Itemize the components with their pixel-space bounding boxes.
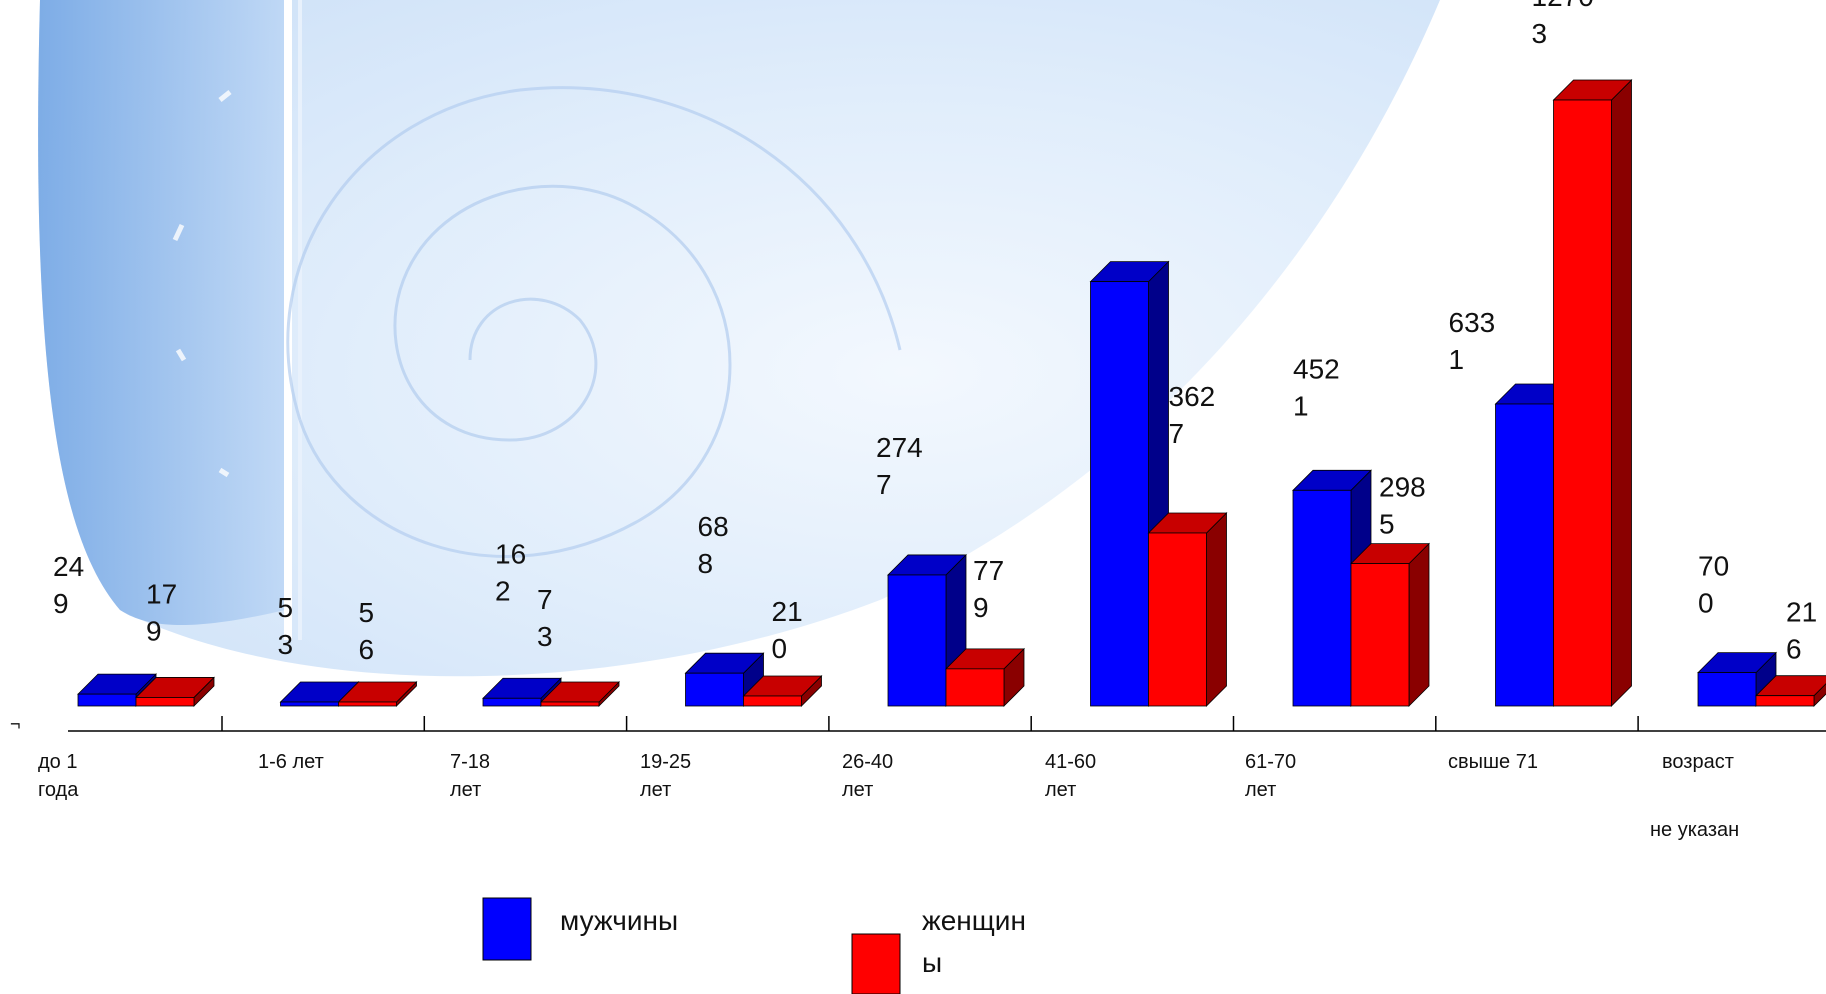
data-label-male: 68 8	[698, 511, 729, 579]
data-label-male: 16 2	[495, 538, 526, 606]
x-tick-label: 26-40 лет	[842, 751, 893, 801]
x-axis	[68, 716, 1826, 732]
bar-female	[945, 647, 1025, 707]
legend-item-male: мужчины	[482, 897, 678, 961]
bar-female	[540, 681, 620, 707]
legend-label: мужчины	[560, 905, 678, 936]
x-tick-label: 19-25 лет	[640, 751, 691, 801]
x-tick-label: 1-6 лет	[258, 751, 324, 773]
legend-swatch	[851, 933, 901, 994]
bar-female	[742, 675, 823, 707]
data-label-female: 298 5	[1379, 472, 1426, 540]
data-label-female: 21 6	[1786, 597, 1817, 665]
bar-female	[1552, 79, 1633, 707]
data-label-female: 77 9	[973, 555, 1004, 623]
data-label-male: 274 7	[876, 432, 923, 500]
legend-item-female: женщин ы	[851, 905, 1026, 994]
bar-male	[1697, 651, 1777, 707]
bar-female	[1350, 542, 1430, 707]
legend: мужчины женщин ы	[482, 897, 1026, 994]
bar-female	[337, 681, 418, 707]
data-label-male: 633 1	[1449, 307, 1496, 375]
x-tick-labels: до 1 года 1-6 лет 7-18 лет 19-25 лет 26-40 лет 41…	[38, 751, 1739, 841]
data-label-female: 12703	[1532, 0, 1594, 49]
corner-mark: ¬	[10, 714, 21, 734]
bar-female	[135, 676, 215, 707]
x-tick-label: 7-18 лет	[450, 751, 490, 801]
data-label-male: 24 9	[53, 551, 84, 619]
bar-female	[1755, 675, 1826, 707]
legend-label: женщин ы	[922, 905, 1026, 978]
data-labels: 2491795356162736882102747779889636274521…	[53, 0, 1817, 665]
legend-swatch	[482, 897, 532, 961]
bar-male	[684, 652, 765, 707]
x-tick-label: до 1 года	[38, 751, 79, 801]
x-tick-label: свыше 71	[1448, 751, 1538, 773]
data-label-female: 21 0	[772, 596, 803, 664]
bar-male	[887, 553, 967, 707]
nautilus-shell-background	[38, 0, 1441, 677]
data-label-female: 17 9	[146, 578, 177, 646]
data-label-male: 70 0	[1698, 551, 1729, 619]
x-tick-label: 61-70 лет	[1245, 751, 1296, 801]
data-label-male: 452 1	[1293, 353, 1340, 421]
x-tick-label: 41-60 лет	[1045, 751, 1096, 801]
data-label-female: 362 7	[1169, 381, 1216, 449]
x-tick-label: возраст не указан	[1650, 751, 1739, 841]
bar-female	[1147, 512, 1228, 707]
bar-series	[77, 79, 1826, 707]
